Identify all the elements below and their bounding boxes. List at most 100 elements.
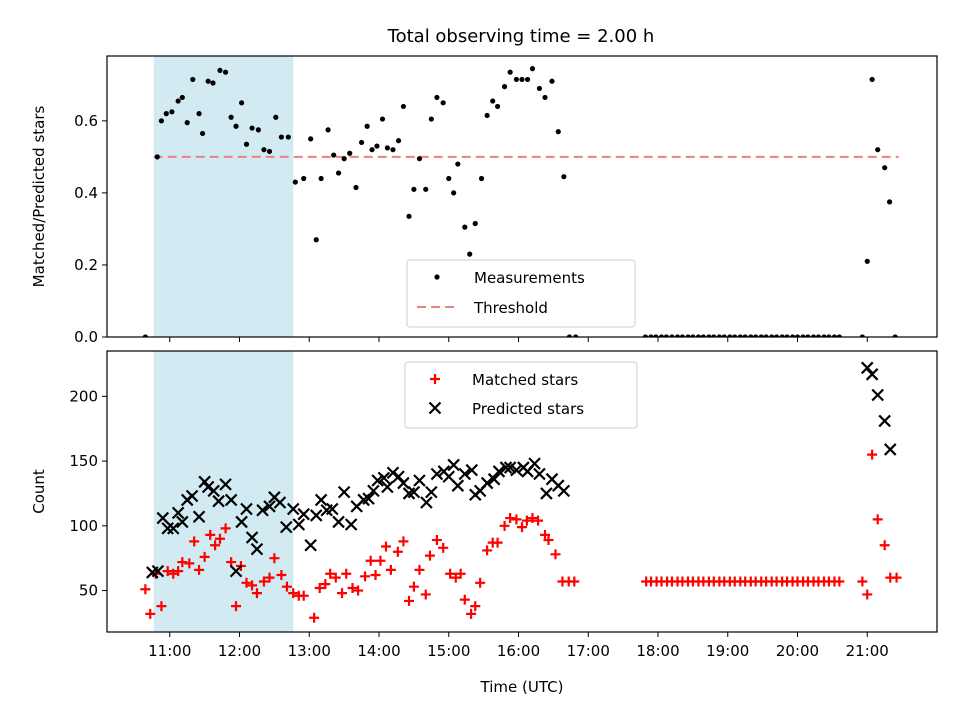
top-series0-point-23 — [273, 114, 279, 120]
bottom-series0-point-29 — [298, 590, 309, 601]
top-ytick-label-2: 0.4 — [74, 184, 98, 202]
bottom-series0-point-119 — [879, 540, 890, 551]
top-legend-box — [406, 259, 636, 328]
bottom-series1-point-77 — [871, 388, 884, 402]
bottom-series0-point-70 — [533, 515, 544, 526]
bottom-series0-point-114 — [834, 576, 845, 587]
top-series0-point-106 — [800, 334, 806, 337]
bottom-series1-point-51 — [425, 485, 438, 499]
top-series0-point-65 — [513, 76, 520, 83]
bottom-series0-point-61 — [482, 545, 493, 556]
top-series0-point-98 — [758, 334, 764, 337]
xtick-label-0: 11:00 — [148, 642, 191, 660]
bottom-series1-point-43 — [381, 480, 394, 494]
bottom-series1-point-50 — [420, 496, 433, 509]
bottom-axes-frame — [106, 350, 938, 633]
bottom-series1-point-2 — [156, 511, 170, 525]
bottom-series1-point-64 — [499, 461, 513, 474]
top-series0-point-22 — [266, 148, 273, 155]
bottom-series0-point-63 — [492, 537, 503, 548]
top-series0-point-77 — [648, 334, 654, 337]
top-series0-point-14 — [222, 69, 229, 75]
bottom-series1-point-55 — [447, 458, 460, 472]
bottom-series1-point-52 — [430, 467, 444, 481]
bottom-series0-point-73 — [550, 549, 561, 560]
top-series0-point-111 — [826, 334, 832, 337]
top-series0-point-52 — [440, 100, 446, 106]
bottom-series0-point-47 — [404, 595, 415, 606]
top-series0-point-50 — [428, 116, 434, 122]
bottom-series0-point-60 — [475, 577, 486, 588]
top-series0-point-80 — [663, 334, 669, 337]
top-series0-point-41 — [379, 116, 386, 122]
top-series0-point-101 — [773, 334, 780, 337]
bottom-series0-point-26 — [281, 581, 292, 592]
bottom-series0-point-12 — [205, 529, 216, 540]
top-series0-point-60 — [484, 112, 490, 119]
bottom-series1-point-61 — [480, 476, 494, 490]
bottom-series0-point-52 — [431, 535, 442, 546]
bottom-series0-point-32 — [320, 579, 331, 590]
bottom-series0-point-22 — [258, 576, 269, 587]
top-series0-point-102 — [779, 334, 785, 337]
xlabel: Time (UTC) — [480, 678, 564, 696]
top-series0-point-108 — [810, 334, 817, 337]
top-series0-point-18 — [243, 141, 250, 147]
xtick-label-7: 18:00 — [636, 642, 679, 660]
top-series0-point-39 — [369, 147, 375, 153]
bottom-series0-point-23 — [264, 572, 275, 583]
top-series0-point-38 — [364, 123, 370, 129]
bottom-series0-point-4 — [162, 566, 173, 577]
top-series0-point-59 — [478, 175, 485, 182]
bottom-series1-point-39 — [362, 492, 375, 505]
bottom-series0-point-13 — [210, 540, 221, 551]
top-series0-point-84 — [685, 334, 691, 337]
top-series0-point-96 — [748, 334, 754, 337]
top-series0-point-4 — [169, 109, 175, 115]
top-series0-point-104 — [790, 334, 796, 337]
top-series0-point-7 — [184, 120, 190, 126]
bottom-series1-point-40 — [367, 484, 380, 498]
bottom-series1-point-28 — [297, 507, 310, 521]
bottom-series1-point-74 — [557, 484, 571, 498]
top-series0-point-113 — [836, 334, 842, 337]
top-series0-point-1 — [154, 154, 160, 160]
top-series0-point-29 — [313, 237, 319, 243]
top-series0-point-11 — [205, 78, 211, 84]
bottom-series1-point-22 — [263, 500, 276, 513]
top-series0-point-5 — [175, 98, 181, 104]
bottom-ytick-label-0: 50 — [79, 582, 98, 600]
bottom-series1-point-58 — [465, 463, 479, 477]
bottom-series0-point-9 — [189, 536, 200, 547]
bottom-series1-point-75 — [860, 361, 874, 375]
top-series0-point-120 — [892, 334, 898, 337]
top-series0-point-56 — [462, 224, 468, 230]
legend-threshold-label: Threshold — [473, 299, 548, 317]
bottom-series0-point-11 — [199, 551, 210, 562]
top-series0-point-35 — [347, 150, 353, 156]
top-series0-point-100 — [769, 334, 775, 337]
top-series0-point-45 — [400, 103, 407, 110]
bottom-series0-point-65 — [505, 513, 516, 524]
bottom-observing-span — [153, 351, 294, 632]
bottom-series0-point-17 — [231, 601, 242, 612]
top-series0-point-69 — [536, 85, 543, 92]
bottom-series1-point-12 — [207, 484, 220, 498]
legend-predicted-label: Predicted stars — [472, 400, 584, 418]
bottom-series0-point-69 — [527, 513, 538, 524]
top-series0-point-116 — [869, 76, 875, 83]
top-series0-point-51 — [434, 94, 440, 101]
top-series0-point-63 — [501, 84, 508, 90]
bottom-series1-point-27 — [292, 518, 306, 531]
legend-matched-marker — [430, 374, 440, 384]
bottom-series0-point-19 — [241, 577, 252, 588]
top-series0-point-48 — [416, 156, 423, 162]
xtick-label-6: 17:00 — [567, 642, 610, 660]
bottom-series1-point-56 — [451, 479, 465, 492]
bottom-series0-point-3 — [156, 601, 167, 612]
bottom-series1-point-57 — [458, 467, 472, 481]
xtick-label-8: 19:00 — [706, 642, 749, 660]
bottom-series1-point-17 — [235, 515, 248, 529]
bottom-series0-point-46 — [398, 536, 409, 547]
